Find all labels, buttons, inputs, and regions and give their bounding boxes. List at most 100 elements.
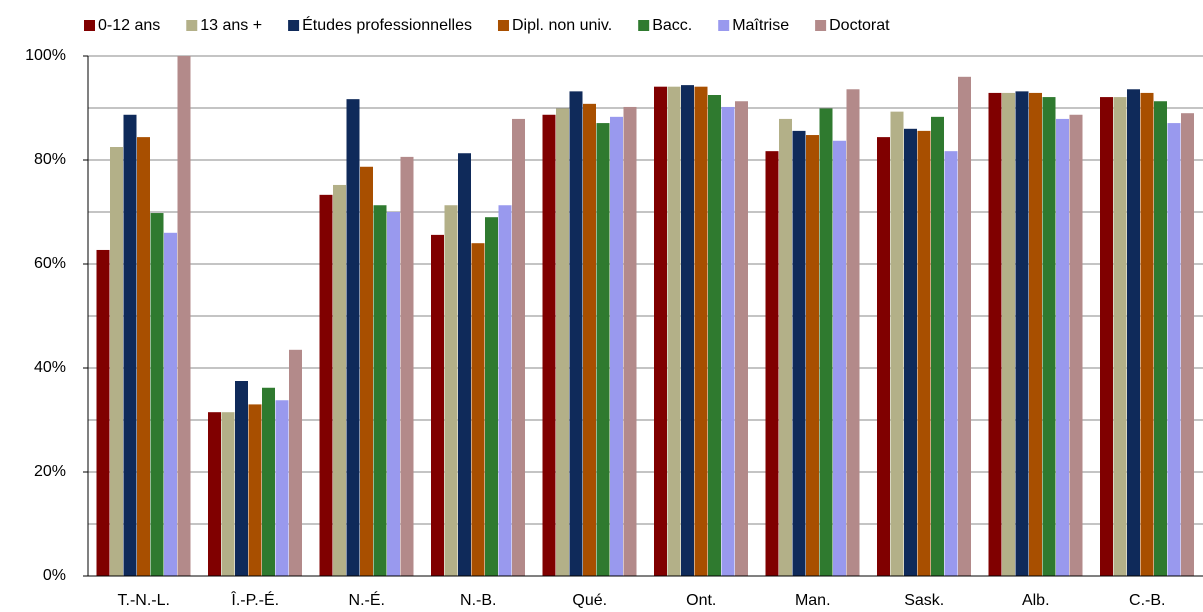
bar [110, 147, 123, 576]
bar [694, 86, 708, 577]
bar [1154, 101, 1167, 577]
y-tick-label: 80% [34, 151, 66, 168]
bar [1042, 97, 1056, 576]
bar [498, 205, 512, 577]
legend-label: Bacc. [652, 17, 692, 34]
y-tick-label: 100% [25, 47, 66, 64]
bar [221, 412, 235, 576]
legend-swatch [497, 20, 509, 31]
bar [177, 56, 191, 576]
bar [556, 108, 569, 577]
bar [319, 194, 333, 576]
bar [708, 95, 721, 576]
bar [944, 151, 958, 576]
bar [1100, 97, 1113, 576]
bar [569, 91, 583, 577]
bar [819, 108, 833, 577]
bar [721, 106, 735, 577]
bar [431, 234, 444, 576]
bar [1056, 118, 1069, 577]
legend-label: Études professionnelles [302, 15, 472, 34]
bar [988, 92, 1002, 577]
legend-label: 0-12 ans [98, 17, 160, 34]
bar [877, 137, 890, 576]
y-tick-label: 20% [34, 463, 66, 480]
bar [542, 114, 556, 576]
bar [235, 381, 248, 576]
bar [1113, 97, 1127, 576]
legend-swatch [288, 20, 300, 31]
bar [485, 217, 498, 576]
bar [890, 111, 904, 576]
x-tick-label: N.-É. [349, 590, 385, 609]
legend-label: Doctorat [829, 17, 890, 34]
bar [779, 118, 792, 577]
x-tick-label: Man. [795, 592, 831, 609]
y-tick-label: 40% [34, 359, 66, 376]
bar [471, 243, 485, 576]
bar [150, 213, 164, 577]
bar [512, 118, 525, 577]
bar [1140, 92, 1154, 577]
bar [846, 89, 860, 576]
bar [96, 249, 110, 576]
x-tick-label: N.-B. [460, 592, 496, 609]
bar [1029, 92, 1042, 577]
bar [1167, 123, 1181, 576]
legend-swatch [84, 20, 95, 31]
bar [735, 101, 748, 577]
bar [333, 184, 346, 576]
legend-swatch [815, 20, 827, 31]
x-tick-label: Alb. [1022, 592, 1050, 609]
bar [123, 114, 137, 576]
y-tick-label: 0% [43, 567, 66, 584]
bar [387, 212, 400, 576]
bar [444, 205, 458, 577]
bar [792, 130, 806, 576]
bar [400, 156, 414, 576]
bar [654, 86, 667, 577]
legend-label: Maîtrise [732, 17, 789, 34]
bar [931, 116, 944, 576]
bar [1181, 113, 1194, 576]
bar [833, 140, 846, 576]
bar [681, 85, 694, 577]
bar [806, 135, 819, 577]
legend-label: Dipl. non univ. [512, 17, 612, 34]
bar [164, 232, 177, 577]
x-tick-label: C.-B. [1129, 592, 1165, 609]
bar [275, 400, 289, 576]
x-tick-label: Ont. [686, 592, 716, 609]
bar [667, 86, 681, 577]
y-tick-label: 60% [34, 255, 66, 272]
bar [917, 130, 931, 576]
legend-swatch [186, 20, 198, 31]
bar [958, 76, 971, 577]
bar [1002, 92, 1015, 577]
bar [208, 412, 221, 576]
bar [262, 387, 275, 576]
bar [1069, 114, 1083, 576]
bar [360, 166, 373, 576]
bar [623, 106, 637, 577]
bar [583, 103, 596, 576]
bar [610, 116, 623, 576]
legend-label: 13 ans + [200, 17, 262, 34]
bar [1015, 91, 1029, 577]
x-tick-label: Î.-P.-É. [230, 590, 279, 609]
bar [137, 137, 150, 576]
bar [765, 151, 779, 576]
x-tick-label: T.-N.-L. [118, 592, 170, 609]
bar [458, 153, 471, 577]
bar [248, 404, 262, 576]
bar [289, 349, 302, 576]
legend-swatch [718, 20, 730, 31]
bar [904, 128, 917, 577]
legend-swatch [638, 20, 650, 31]
x-tick-label: Qué. [572, 592, 607, 609]
bar [346, 99, 360, 576]
bar [596, 123, 610, 576]
x-tick-label: Sask. [904, 592, 944, 609]
bar [1127, 89, 1140, 576]
